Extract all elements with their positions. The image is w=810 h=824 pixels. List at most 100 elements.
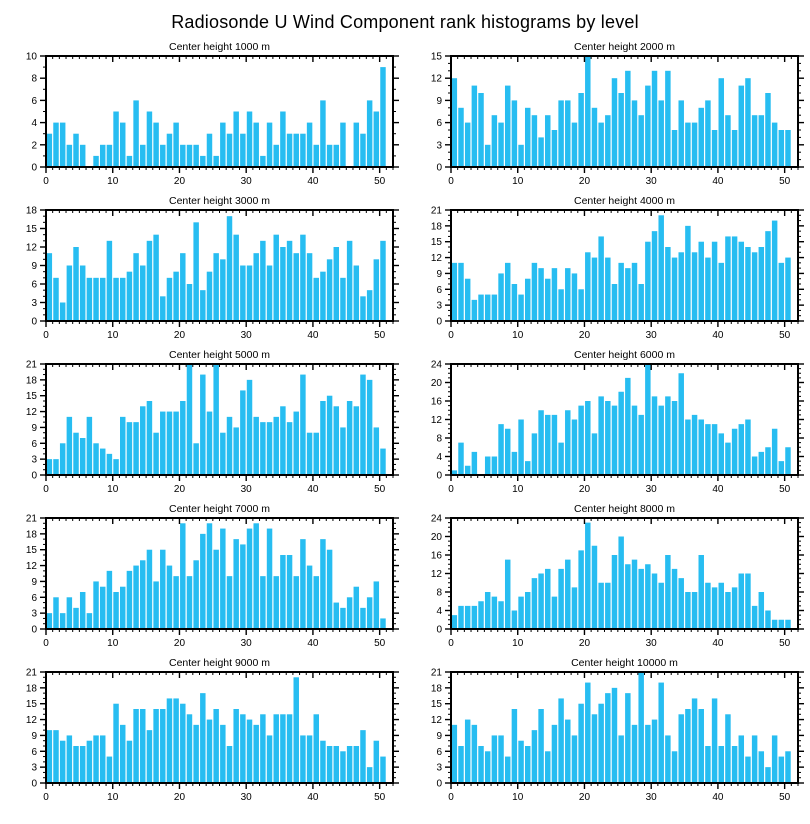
- bar: [106, 570, 113, 629]
- bar: [504, 428, 511, 475]
- y-axis-label: 21: [26, 514, 38, 525]
- bar: [273, 234, 279, 321]
- panel-svg: Center height 7000 m 0 3 6 9 12 15 18 21 0 10 20 30 4…: [26, 503, 399, 649]
- bar: [471, 724, 478, 783]
- bar: [678, 373, 684, 475]
- bar: [611, 78, 618, 167]
- y-axis-label: 15: [431, 52, 443, 63]
- plot-frame: [450, 55, 799, 168]
- bar: [631, 262, 638, 321]
- bar: [738, 241, 745, 321]
- bar: [240, 544, 246, 629]
- bar: [333, 247, 340, 321]
- bar: [306, 432, 313, 475]
- bar: [380, 756, 386, 783]
- bar: [266, 528, 273, 629]
- bar: [99, 735, 106, 783]
- bar: [180, 253, 186, 321]
- bar: [206, 523, 213, 629]
- x-axis-label: 10: [107, 176, 119, 187]
- y-axis-label: 3: [436, 301, 442, 312]
- bar: [571, 273, 578, 321]
- bar: [206, 133, 213, 167]
- bar: [531, 433, 538, 476]
- bar: [66, 144, 73, 167]
- x-axis-label: 30: [646, 330, 658, 341]
- bar: [93, 155, 99, 167]
- bar: [665, 70, 671, 167]
- bar: [333, 406, 340, 475]
- bar: [751, 115, 758, 167]
- bar: [498, 273, 504, 321]
- panel-svg: Center height 3000 m 0 3 6 9 12 15 18 0 10 20 30 40 5…: [26, 195, 399, 341]
- bar: [326, 746, 333, 783]
- x-axis-label: 30: [646, 792, 658, 803]
- bar: [46, 133, 53, 167]
- panel-title: Center height 3000 m: [169, 195, 270, 207]
- bar: [558, 442, 564, 476]
- bar: [213, 364, 219, 475]
- bar: [558, 698, 564, 783]
- y-axis-label: 12: [431, 415, 443, 426]
- x-axis-label: 40: [307, 792, 319, 803]
- bar: [340, 607, 346, 629]
- histogram-panel-9: Center height 9000 m 0 3 6 9 12 15 18 21 0 10 20 30 4…: [0, 655, 405, 809]
- bar: [731, 428, 738, 475]
- bar: [273, 714, 279, 783]
- bar: [464, 278, 471, 321]
- bar: [246, 719, 253, 783]
- bar: [173, 576, 179, 629]
- bar: [326, 549, 333, 629]
- bar: [280, 714, 286, 783]
- bar: [53, 459, 59, 475]
- bar: [346, 240, 353, 321]
- y-axis-label: 3: [436, 763, 442, 774]
- bar: [346, 746, 353, 783]
- x-axis-label: 0: [43, 330, 49, 341]
- bar: [731, 236, 738, 321]
- histogram-panel-7: Center height 7000 m 0 3 6 9 12 15 18 21 0 10 20 30 4…: [0, 501, 405, 655]
- panel-svg: Center height 5000 m 0 3 6 9 12 15 18 21 0 10 20 30 4…: [26, 349, 399, 495]
- bar: [691, 592, 698, 629]
- bar: [240, 714, 246, 783]
- bar: [73, 746, 79, 783]
- x-axis-label: 20: [174, 792, 186, 803]
- bar: [658, 582, 664, 629]
- bar: [133, 709, 139, 783]
- bar: [79, 265, 86, 321]
- bar: [99, 277, 106, 321]
- bar: [99, 586, 106, 629]
- y-axis-label: 24: [431, 514, 443, 525]
- bar: [525, 592, 531, 629]
- bar: [320, 740, 326, 783]
- bar: [133, 422, 139, 475]
- bar: [353, 406, 360, 475]
- bar: [491, 294, 498, 321]
- bar: [126, 422, 133, 475]
- bar: [585, 682, 591, 783]
- bar: [638, 568, 644, 630]
- bar: [286, 133, 293, 167]
- bar: [126, 271, 133, 321]
- bar: [758, 592, 765, 629]
- x-axis-label: 0: [448, 792, 454, 803]
- bar: [86, 740, 93, 783]
- bar: [578, 550, 584, 630]
- bar: [771, 220, 778, 321]
- bar: [745, 756, 751, 783]
- bar: [140, 709, 146, 783]
- bar: [605, 401, 611, 475]
- bar: [213, 155, 219, 167]
- bar: [160, 549, 166, 629]
- bar: [598, 236, 604, 321]
- x-axis-label: 20: [174, 484, 186, 495]
- bar: [106, 240, 113, 321]
- bar: [711, 424, 718, 476]
- bar: [166, 698, 173, 783]
- bar: [313, 277, 319, 321]
- bar: [625, 693, 631, 783]
- x-axis-label: 30: [241, 792, 253, 803]
- bar: [738, 85, 745, 167]
- bar: [293, 576, 299, 629]
- x-axis-label: 50: [374, 330, 386, 341]
